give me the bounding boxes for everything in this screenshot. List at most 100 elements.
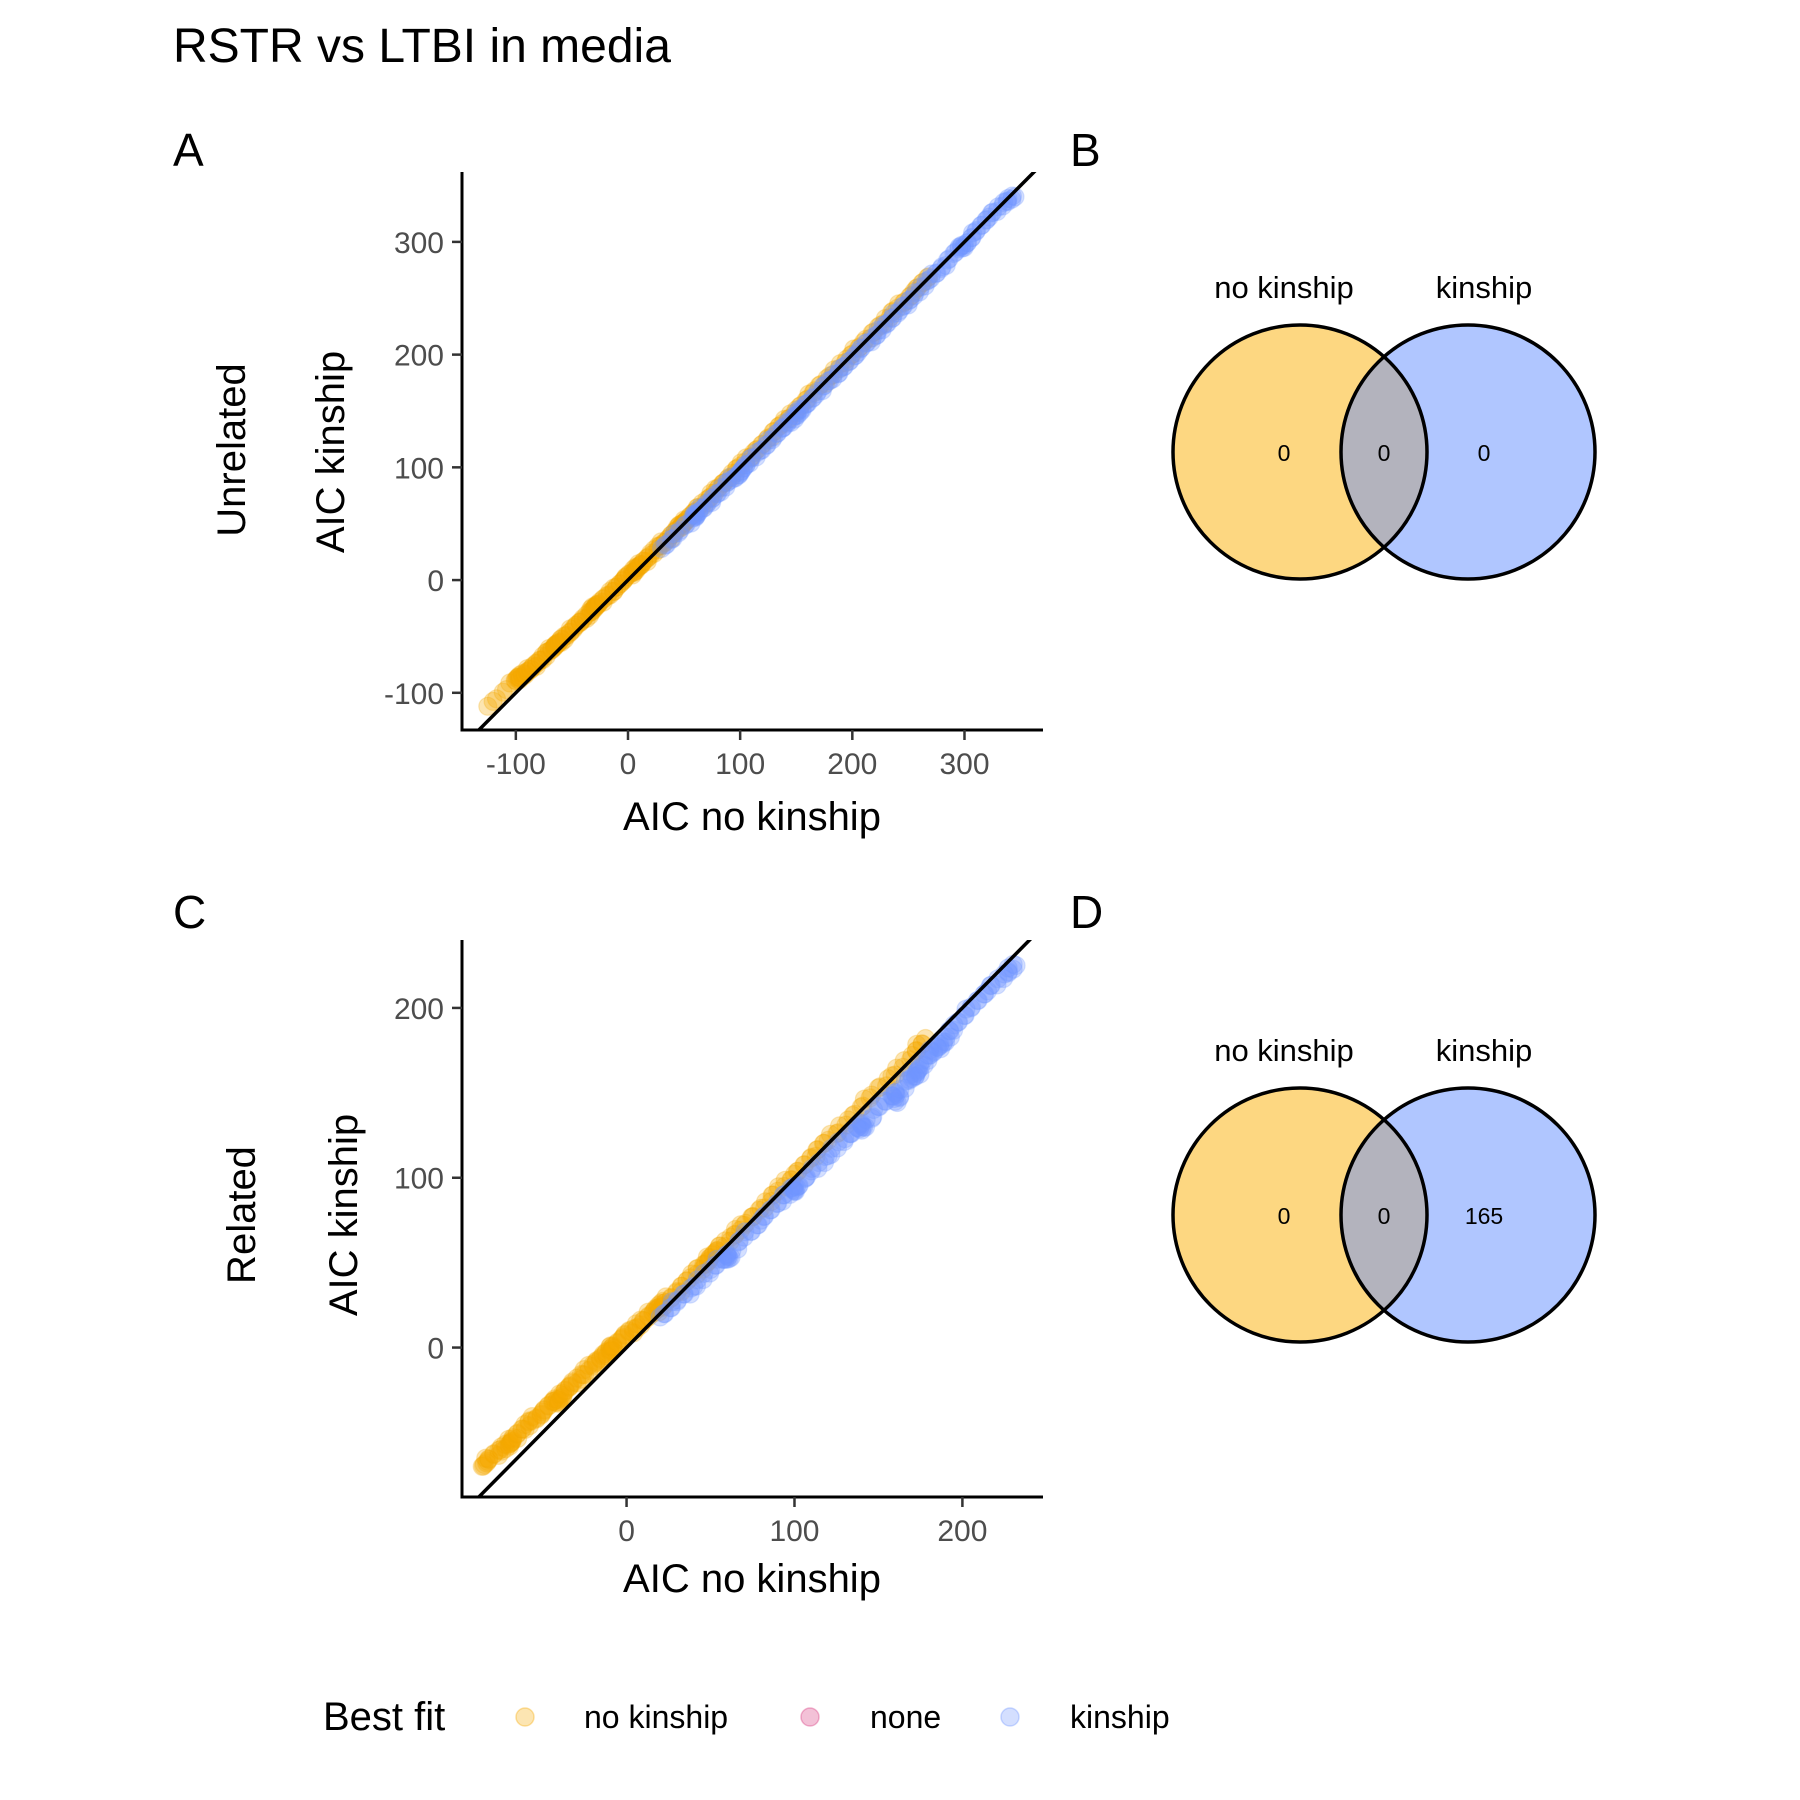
- point-a-kinship-43: [731, 461, 751, 481]
- point-a-no-kinship-113: [625, 557, 646, 577]
- point-c-no-kinship-102: [613, 1327, 633, 1348]
- point-a-kinship-19: [688, 502, 709, 522]
- point-c-no-kinship-52: [548, 1393, 568, 1413]
- point-c-no-kinship-19: [502, 1432, 522, 1452]
- point-a-no-kinship-98: [610, 573, 630, 594]
- point-a-kinship-33: [716, 477, 736, 497]
- x-tick-label-a--100: -100: [486, 748, 546, 781]
- point-a-no-kinship-231: [844, 339, 864, 359]
- point-a-kinship-41: [729, 465, 749, 485]
- point-a-no-kinship-77: [585, 598, 605, 618]
- point-c-kinship-109: [889, 1087, 910, 1108]
- point-c-no-kinship-26: [508, 1428, 528, 1449]
- point-a-no-kinship-147: [669, 515, 690, 535]
- point-a-kinship-15: [686, 506, 706, 527]
- point-a-kinship-20: [689, 502, 709, 522]
- point-a-no-kinship-96: [607, 577, 627, 597]
- point-c-kinship-149: [943, 1020, 964, 1040]
- point-a-no-kinship-16: [512, 663, 532, 684]
- legend-key-kinship: [1000, 1707, 1020, 1727]
- point-a-kinship-56: [756, 435, 776, 455]
- point-a-kinship-126: [904, 286, 924, 306]
- point-a-kinship-91: [823, 369, 843, 389]
- point-a-no-kinship-88: [593, 589, 614, 609]
- point-c-no-kinship-37: [522, 1406, 542, 1427]
- point-c-kinship-61: [788, 1176, 808, 1196]
- point-c-no-kinship-137: [667, 1283, 687, 1303]
- point-a-kinship-112: [872, 320, 892, 340]
- point-c-no-kinship-76: [578, 1355, 599, 1376]
- point-c-no-kinship-71: [571, 1364, 591, 1385]
- point-a-no-kinship-106: [619, 564, 639, 585]
- point-c-kinship-172: [1003, 959, 1023, 979]
- legend-label-no-kinship: no kinship: [584, 1699, 728, 1735]
- point-a-no-kinship-226: [830, 354, 851, 374]
- point-c-no-kinship-228: [902, 1045, 922, 1066]
- point-a-no-kinship-148: [669, 515, 689, 536]
- point-a-no-kinship-8: [507, 667, 528, 688]
- point-c-no-kinship-128: [652, 1297, 672, 1318]
- point-c-kinship-144: [935, 1032, 956, 1052]
- point-c-no-kinship-106: [619, 1322, 639, 1342]
- point-a-kinship-29: [706, 484, 727, 504]
- point-c-no-kinship-150: [694, 1254, 714, 1275]
- point-c-kinship-107: [887, 1092, 907, 1113]
- point-c-no-kinship-32: [515, 1414, 535, 1435]
- point-c-kinship-127: [910, 1054, 930, 1075]
- point-c-no-kinship-23: [501, 1433, 521, 1453]
- point-c-kinship-165: [987, 975, 1007, 995]
- point-a-kinship-110: [867, 325, 887, 345]
- point-a-kinship-23: [694, 498, 714, 518]
- point-c-no-kinship-180: [751, 1198, 771, 1218]
- point-c-kinship-30: [717, 1249, 737, 1269]
- point-a-no-kinship-145: [667, 517, 688, 537]
- point-c-kinship-117: [902, 1068, 922, 1089]
- point-a-no-kinship-189: [736, 448, 756, 468]
- point-c-no-kinship-130: [654, 1295, 675, 1316]
- point-c-no-kinship-186: [768, 1181, 788, 1201]
- point-a-no-kinship-57: [560, 622, 580, 643]
- point-a-kinship-79: [795, 395, 816, 415]
- point-c-no-kinship-88: [595, 1343, 616, 1364]
- point-a-kinship-4: [663, 528, 683, 549]
- point-c-no-kinship-213: [851, 1097, 871, 1117]
- point-c-no-kinship-182: [755, 1192, 776, 1212]
- point-c-no-kinship-18: [499, 1434, 519, 1455]
- point-c-no-kinship-140: [671, 1276, 692, 1296]
- point-c-kinship-101: [882, 1086, 903, 1106]
- point-c-no-kinship-45: [538, 1395, 559, 1415]
- point-c-kinship-113: [895, 1071, 916, 1091]
- point-a-no-kinship-86: [593, 592, 613, 612]
- point-c-kinship-93: [862, 1108, 882, 1128]
- point-c-no-kinship-39: [526, 1409, 547, 1429]
- point-a-kinship-2: [656, 534, 677, 555]
- point-c-kinship-85: [850, 1114, 871, 1134]
- legend-key-no-kinship: [515, 1707, 535, 1727]
- point-a-no-kinship-64: [570, 612, 590, 632]
- point-a-kinship-82: [802, 388, 822, 408]
- venn-d-set-label-right: kinship: [1436, 1033, 1533, 1068]
- point-a-no-kinship-127: [640, 543, 661, 563]
- point-a-kinship-40: [728, 465, 749, 485]
- point-a-kinship-1: [655, 535, 675, 555]
- point-a-no-kinship-87: [593, 589, 613, 609]
- point-c-no-kinship-7: [479, 1449, 499, 1469]
- point-c-no-kinship-198: [801, 1147, 821, 1168]
- point-a-no-kinship-94: [604, 581, 624, 602]
- point-c-no-kinship-41: [531, 1405, 551, 1425]
- point-c-kinship-9: [674, 1284, 694, 1304]
- point-c-kinship-110: [890, 1086, 910, 1107]
- point-c-kinship-106: [884, 1088, 904, 1109]
- point-c-no-kinship-81: [586, 1353, 606, 1373]
- point-a-kinship-152: [957, 232, 978, 253]
- point-a-kinship-71: [785, 406, 805, 426]
- y-tick-label-a--100: -100: [384, 678, 444, 711]
- point-c-kinship-52: [780, 1184, 800, 1205]
- point-a-kinship-106: [857, 333, 877, 353]
- point-a-kinship-102: [848, 342, 868, 362]
- point-c-no-kinship-78: [583, 1354, 603, 1375]
- point-c-no-kinship-35: [519, 1412, 539, 1432]
- point-c-no-kinship-151: [696, 1253, 716, 1273]
- point-a-no-kinship-101: [613, 571, 633, 591]
- point-c-kinship-126: [910, 1057, 931, 1078]
